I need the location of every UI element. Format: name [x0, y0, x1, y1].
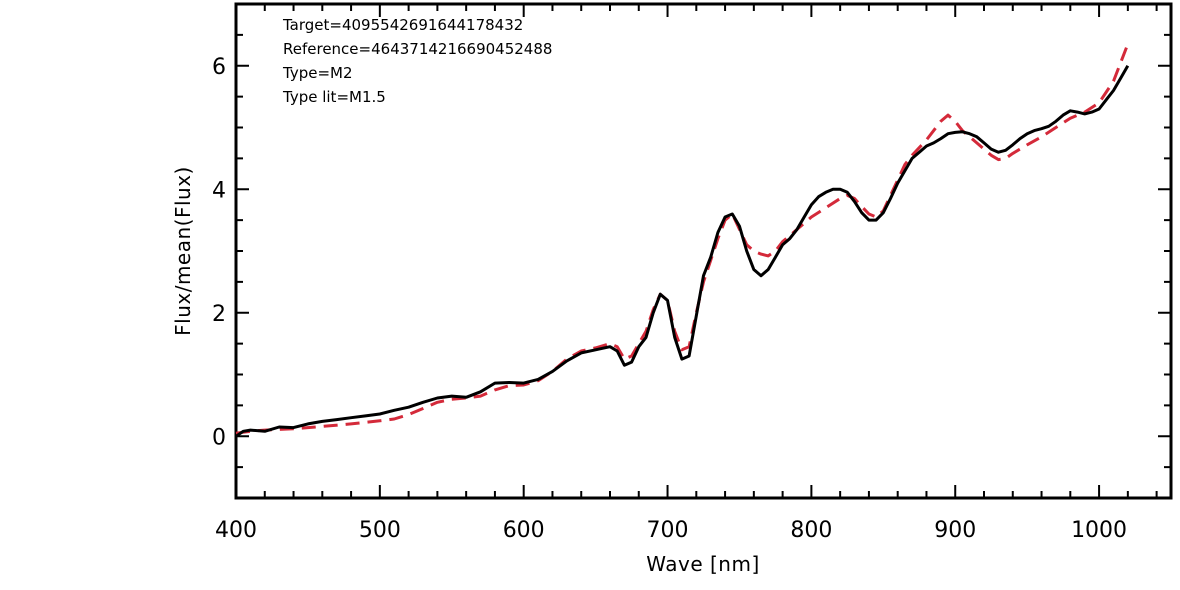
x-tick-label: 500 [359, 518, 401, 543]
annotation-target: Target=4095542691644178432 [282, 16, 523, 34]
x-tick-label: 600 [503, 518, 545, 543]
y-tick-label: 4 [212, 178, 226, 203]
annotation-type: Type=M2 [282, 64, 353, 82]
x-tick-labels: 400 500 600 700 800 900 1000 [215, 518, 1127, 543]
axis-ticks [236, 4, 1171, 498]
x-tick-label: 400 [215, 518, 257, 543]
y-tick-labels: 0 2 4 6 [212, 55, 226, 451]
y-axis-title: Flux/mean(Flux) [171, 166, 195, 336]
x-tick-label: 900 [934, 518, 976, 543]
y-tick-label: 2 [212, 302, 226, 327]
x-tick-label: 1000 [1071, 518, 1127, 543]
x-axis-title: Wave [nm] [646, 552, 760, 576]
reference-spectrum-line [235, 43, 1130, 435]
target-spectrum-line [235, 65, 1130, 438]
x-tick-label: 700 [647, 518, 689, 543]
y-tick-label: 0 [212, 425, 226, 450]
plot-frame [234, 2, 1173, 500]
series-layer [235, 43, 1130, 438]
annotation-reference: Reference=4643714216690452488 [283, 40, 552, 58]
annotation-type-lit: Type lit=M1.5 [282, 88, 386, 106]
y-tick-label: 6 [212, 55, 226, 80]
x-tick-label: 800 [790, 518, 832, 543]
